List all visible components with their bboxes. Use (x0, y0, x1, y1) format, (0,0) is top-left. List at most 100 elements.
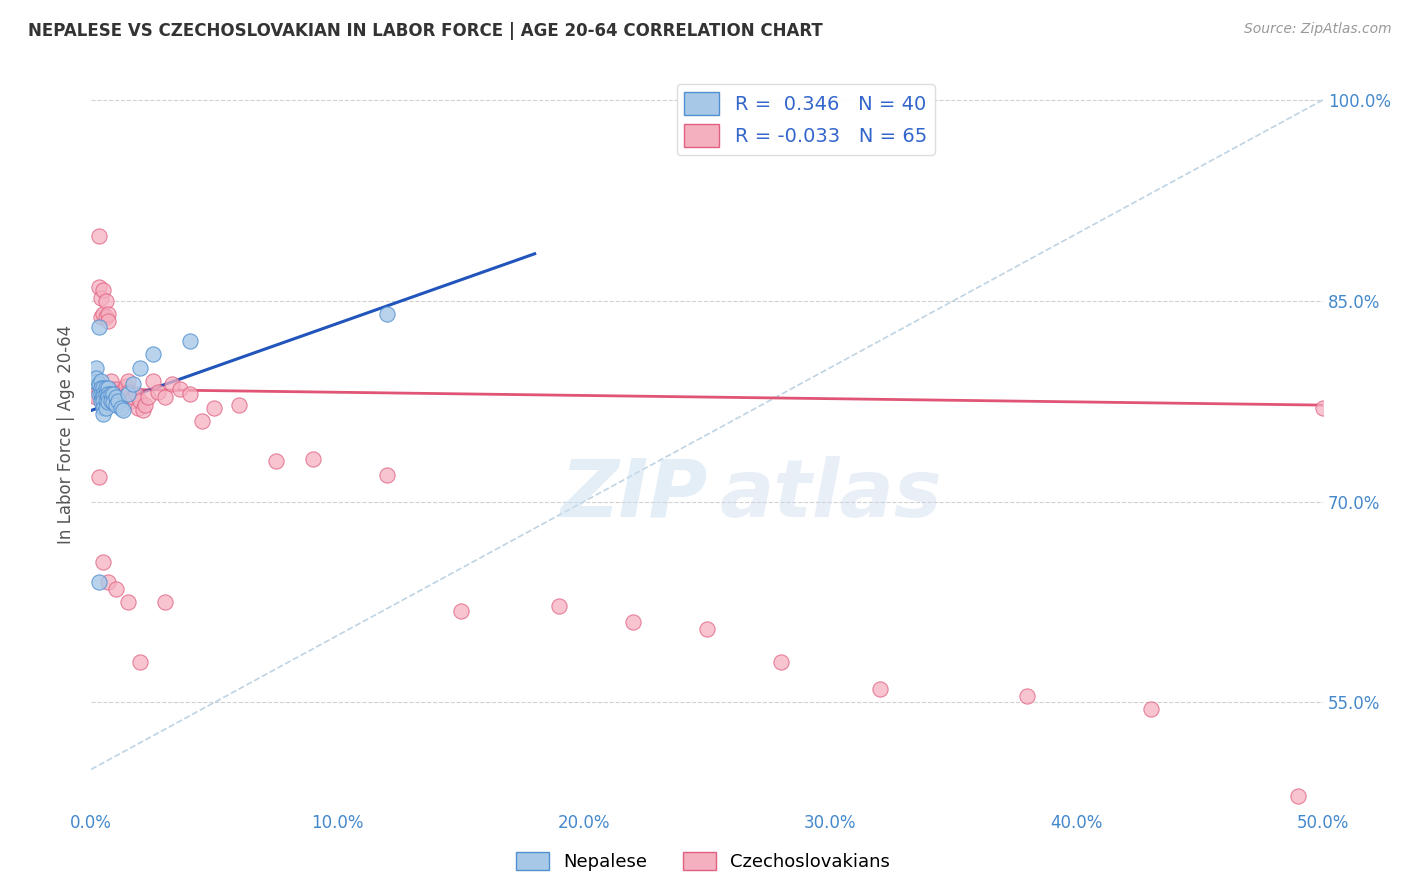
Point (153, 390, 176, 404)
Point (97, 381, 120, 395)
Point (100, 382, 122, 396)
Point (94, 394, 117, 409)
Point (228, 398, 250, 412)
Point (142, 374, 165, 388)
Point (100, 374, 122, 388)
Point (93, 390, 115, 404)
Point (1017, 689, 1039, 703)
Point (114, 379, 136, 393)
Point (97, 395, 120, 409)
Point (103, 395, 125, 409)
Point (129, 394, 152, 409)
Point (104, 392, 127, 407)
Point (202, 401, 225, 415)
Point (104, 390, 127, 404)
Point (97, 307, 120, 321)
Point (87, 320, 110, 334)
Point (103, 387, 125, 401)
Point (548, 599, 571, 613)
Point (97, 390, 120, 404)
Point (110, 384, 132, 399)
Point (90, 291, 112, 305)
Point (117, 374, 139, 388)
Point (120, 394, 142, 409)
Point (84, 360, 107, 375)
Point (87, 387, 110, 401)
Text: NEPALESE VS CZECHOSLOVAKIAN IN LABOR FORCE | AGE 20-64 CORRELATION CHART: NEPALESE VS CZECHOSLOVAKIAN IN LABOR FOR… (28, 22, 823, 40)
Point (93, 401, 115, 415)
Point (93, 408, 115, 422)
Point (93, 283, 115, 297)
Legend: Nepalese, Czechoslovakians: Nepalese, Czechoslovakians (509, 845, 897, 879)
Point (104, 398, 127, 412)
Point (84, 371, 107, 385)
Point (122, 390, 145, 404)
Point (83, 387, 105, 401)
Point (302, 451, 325, 466)
Point (1139, 702, 1161, 716)
Point (142, 347, 165, 361)
Point (129, 360, 152, 375)
Point (132, 403, 155, 417)
Point (122, 376, 145, 391)
Point (169, 382, 191, 396)
Point (1312, 401, 1334, 415)
Point (93, 307, 115, 321)
Point (87, 376, 110, 391)
Point (104, 387, 127, 401)
Point (179, 334, 201, 348)
Point (117, 384, 139, 399)
Point (112, 390, 135, 404)
Point (146, 384, 169, 399)
Point (107, 394, 129, 409)
Point (84, 390, 107, 404)
Point (179, 387, 201, 401)
Point (97, 387, 120, 401)
Point (124, 387, 146, 401)
Text: atlas: atlas (720, 456, 942, 533)
Point (127, 401, 149, 415)
Text: ZIP: ZIP (560, 456, 707, 533)
Point (110, 401, 132, 415)
Point (83, 374, 105, 388)
Point (117, 387, 139, 401)
Point (94, 381, 117, 395)
Point (117, 595, 139, 609)
Point (97, 314, 120, 328)
Point (134, 398, 156, 412)
Point (90, 387, 112, 401)
Point (375, 307, 398, 321)
Point (136, 390, 159, 404)
Point (112, 387, 135, 401)
Point (90, 394, 112, 409)
Point (93, 394, 115, 409)
Point (696, 622, 718, 636)
Point (94, 387, 117, 401)
Point (90, 381, 112, 395)
Point (93, 555, 115, 569)
Point (97, 574, 120, 589)
Point (621, 615, 644, 629)
Point (869, 681, 891, 696)
Point (107, 387, 129, 401)
Point (104, 382, 127, 396)
Point (162, 376, 184, 391)
Point (93, 381, 115, 395)
Point (90, 374, 112, 388)
Point (103, 390, 125, 404)
Point (90, 310, 112, 324)
Y-axis label: In Labor Force | Age 20-64: In Labor Force | Age 20-64 (58, 325, 75, 544)
Legend: R =  0.346   N = 40, R = -0.033   N = 65: R = 0.346 N = 40, R = -0.033 N = 65 (676, 85, 935, 154)
Point (87, 229, 110, 244)
Point (94, 310, 117, 324)
Point (104, 582, 127, 596)
Point (87, 574, 110, 589)
Point (770, 655, 793, 669)
Text: Source: ZipAtlas.com: Source: ZipAtlas.com (1244, 22, 1392, 37)
Point (191, 414, 214, 428)
Point (264, 454, 287, 468)
Point (375, 467, 398, 482)
Point (129, 655, 152, 669)
Point (100, 390, 122, 404)
Point (100, 394, 122, 409)
